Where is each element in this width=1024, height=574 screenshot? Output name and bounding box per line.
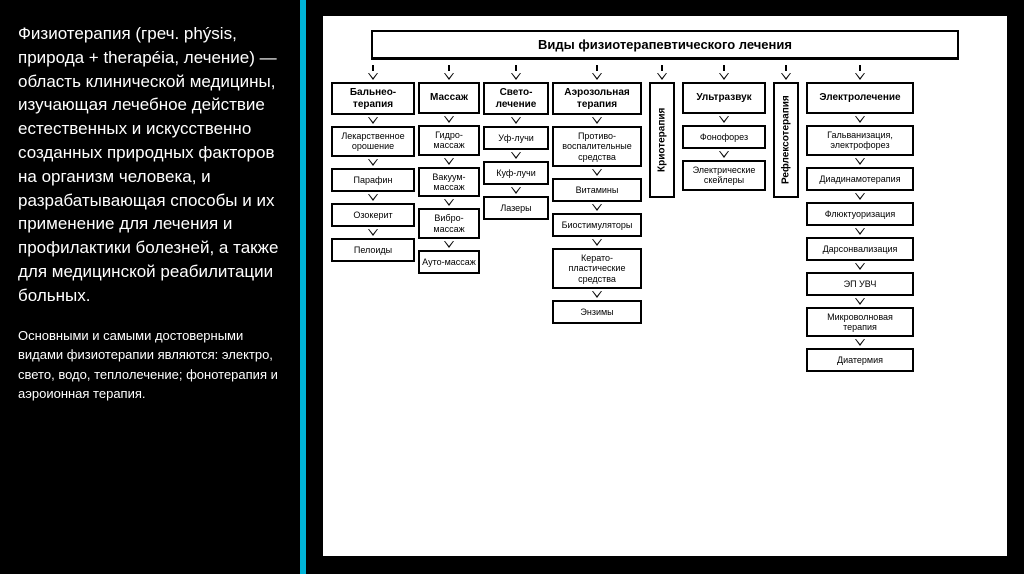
- arrow-down-icon: [511, 73, 521, 80]
- arrow-down-icon: [444, 199, 454, 206]
- arrow-down-icon: [511, 187, 521, 194]
- connector-stub: [372, 65, 374, 71]
- arrow-down-icon: [657, 73, 667, 80]
- diagram-wrapper: Виды физиотерапевтического лечения Бальн…: [306, 0, 1024, 574]
- arrow-down-icon: [444, 73, 454, 80]
- diagram-column: Массаж Гидро-массаж Вакуум-массаж Вибро-мас…: [418, 65, 480, 372]
- connector-stub: [723, 65, 725, 71]
- column-item: Диадинамотерапия: [806, 167, 914, 191]
- diagram-column: Свето-лечение Уф-лучи Куф-лучи Лазеры: [483, 65, 549, 372]
- arrow-down-icon: [511, 152, 521, 159]
- arrow-down-icon: [719, 73, 729, 80]
- column-item: Лазеры: [483, 196, 549, 220]
- diagram-column: Рефлексотерапия: [769, 65, 803, 372]
- arrow-down-icon: [855, 298, 865, 305]
- arrow-down-icon: [592, 239, 602, 246]
- column-item: Куф-лучи: [483, 161, 549, 185]
- arrow-down-icon: [592, 204, 602, 211]
- column-item: Керато-пластические средства: [552, 248, 642, 289]
- column-head: Массаж: [418, 82, 480, 114]
- column-item: Электрические скейлеры: [682, 160, 766, 191]
- arrow-down-icon: [781, 73, 791, 80]
- column-item: Энзимы: [552, 300, 642, 324]
- column-item: Диатермия: [806, 348, 914, 372]
- arrow-down-icon: [855, 339, 865, 346]
- column-item: Ауто-массаж: [418, 250, 480, 274]
- arrow-down-icon: [592, 169, 602, 176]
- column-item: Противо-воспалительные средства: [552, 126, 642, 167]
- sidebar-main-text: Физиотерапия (греч. phýsis, природа + th…: [18, 22, 282, 308]
- diagram-column: Ультразвук Фонофорез Электрические скейлер…: [682, 65, 766, 372]
- arrow-down-icon: [368, 117, 378, 124]
- column-item: Лекарственное орошение: [331, 126, 415, 157]
- column-item: Вибро-массаж: [418, 208, 480, 239]
- arrow-down-icon: [368, 194, 378, 201]
- column-item: Гальванизация, электрофорез: [806, 125, 914, 156]
- column-item: Фонофорез: [682, 125, 766, 149]
- arrow-down-icon: [444, 158, 454, 165]
- column-item: Флюктуоризация: [806, 202, 914, 226]
- arrow-down-icon: [719, 116, 729, 123]
- connector-stub: [596, 65, 598, 71]
- arrow-down-icon: [592, 73, 602, 80]
- diagram-column: Электролечение Гальванизация, электрофоре…: [806, 65, 914, 372]
- arrow-down-icon: [855, 193, 865, 200]
- connector-stub: [785, 65, 787, 71]
- arrow-down-icon: [444, 116, 454, 123]
- column-item: Микроволновая терапия: [806, 307, 914, 338]
- arrow-down-icon: [855, 228, 865, 235]
- arrow-down-icon: [855, 73, 865, 80]
- arrow-down-icon: [368, 73, 378, 80]
- column-head: Электролечение: [806, 82, 914, 114]
- connector-stub: [661, 65, 663, 71]
- diagram-columns: Бальнео-терапия Лекарственное орошение Пар…: [331, 65, 999, 372]
- diagram-column: Аэрозольная терапия Противо-воспалительны…: [552, 65, 642, 372]
- arrow-down-icon: [592, 117, 602, 124]
- column-item: Дарсонвализация: [806, 237, 914, 261]
- diagram-title: Виды физиотерапевтического лечения: [371, 30, 959, 59]
- column-item: Вакуум-массаж: [418, 167, 480, 198]
- arrow-down-icon: [444, 241, 454, 248]
- arrow-down-icon: [511, 117, 521, 124]
- arrow-down-icon: [719, 151, 729, 158]
- sidebar-sub-text: Основными и самыми достоверными видами ф…: [18, 326, 282, 404]
- column-item: Уф-лучи: [483, 126, 549, 150]
- diagram-column: Криотерапия: [645, 65, 679, 372]
- arrow-down-icon: [855, 263, 865, 270]
- diagram: Виды физиотерапевтического лечения Бальн…: [321, 14, 1009, 558]
- column-head-vertical: Криотерапия: [649, 82, 675, 198]
- column-item: Витамины: [552, 178, 642, 202]
- diagram-column: Бальнео-терапия Лекарственное орошение Пар…: [331, 65, 415, 372]
- column-item: ЭП УВЧ: [806, 272, 914, 296]
- column-head: Аэрозольная терапия: [552, 82, 642, 115]
- top-connector-line: [371, 58, 959, 60]
- column-item: Пелоиды: [331, 238, 415, 262]
- arrow-down-icon: [855, 158, 865, 165]
- column-head: Ультразвук: [682, 82, 766, 114]
- connector-stub: [515, 65, 517, 71]
- arrow-down-icon: [368, 159, 378, 166]
- connector-stub: [859, 65, 861, 71]
- column-item: Парафин: [331, 168, 415, 192]
- sidebar: Физиотерапия (греч. phýsis, природа + th…: [0, 0, 300, 574]
- column-head: Свето-лечение: [483, 82, 549, 115]
- arrow-down-icon: [855, 116, 865, 123]
- column-item: Озокерит: [331, 203, 415, 227]
- column-item: Биостимуляторы: [552, 213, 642, 237]
- arrow-down-icon: [592, 291, 602, 298]
- column-item: Гидро-массаж: [418, 125, 480, 156]
- arrow-down-icon: [368, 229, 378, 236]
- connector-stub: [448, 65, 450, 71]
- column-head: Бальнео-терапия: [331, 82, 415, 115]
- column-head-vertical: Рефлексотерапия: [773, 82, 799, 198]
